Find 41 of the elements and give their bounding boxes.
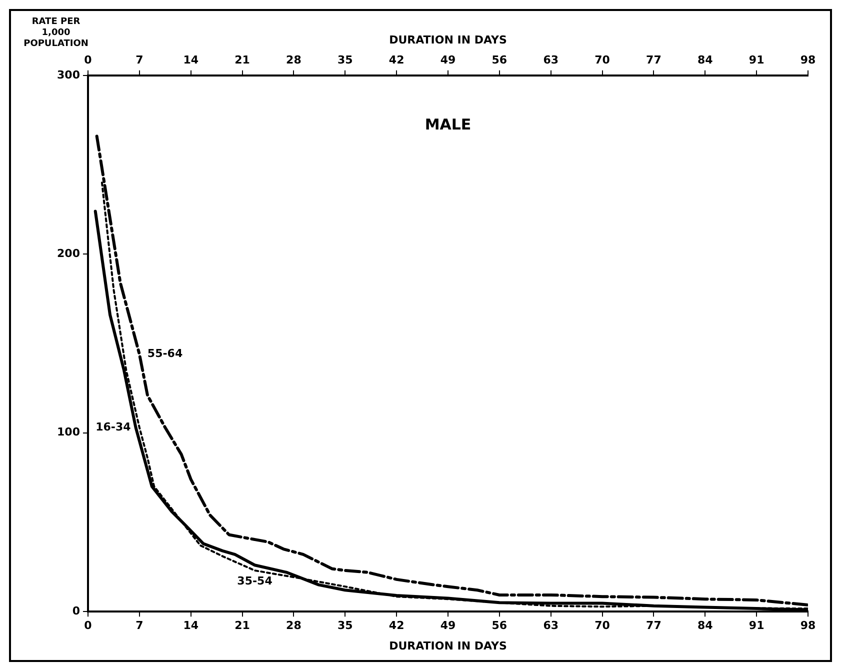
x-tick-label: 49 bbox=[440, 619, 456, 632]
y-axis-title: RATE PER 1,000 POPULATION bbox=[24, 16, 88, 49]
series-label: 16-34 bbox=[96, 420, 132, 434]
x2-tick-label: 70 bbox=[594, 54, 610, 67]
x2-axis-title: DURATION IN DAYS bbox=[389, 33, 507, 46]
x2-tick-label: 42 bbox=[388, 54, 404, 67]
x-tick-label: 70 bbox=[594, 619, 610, 632]
text: MALE bbox=[424, 115, 472, 134]
x2-tick-label: 35 bbox=[337, 54, 353, 67]
series-label: 55-64 bbox=[147, 347, 183, 360]
x2-tick-label: 28 bbox=[286, 54, 302, 67]
x2-tick-label: 14 bbox=[183, 54, 199, 67]
y-tick-label: 100 bbox=[57, 426, 80, 439]
x2-tick-label: 98 bbox=[800, 54, 816, 67]
x2-tick-label: 63 bbox=[543, 54, 559, 67]
y-tick-label: 200 bbox=[57, 246, 80, 260]
x-tick-label: 42 bbox=[388, 619, 404, 632]
x2-tick-label: 84 bbox=[697, 54, 714, 67]
x-tick-label: 21 bbox=[234, 619, 250, 632]
x-tick-label: 0 bbox=[84, 619, 92, 632]
y-tick-label: 0 bbox=[72, 604, 80, 618]
x2-tick-label: 0 bbox=[84, 54, 92, 67]
x2-tick-label: 77 bbox=[646, 54, 662, 67]
x2-tick-label: 91 bbox=[748, 54, 764, 67]
x-tick-label: 98 bbox=[800, 619, 816, 632]
x-axis-title: DURATION IN DAYS bbox=[389, 639, 507, 652]
x-tick-label: 56 bbox=[492, 619, 508, 632]
x2-tick-label: 7 bbox=[136, 54, 144, 67]
x-tick-label: 28 bbox=[286, 619, 302, 632]
x-tick-label: 77 bbox=[646, 619, 662, 632]
y-tick-label: 300 bbox=[57, 68, 80, 82]
x-tick-label: 35 bbox=[337, 619, 353, 632]
x2-tick-label: 56 bbox=[492, 54, 508, 67]
x-tick-label: 14 bbox=[183, 619, 199, 632]
x2-tick-label: 21 bbox=[234, 54, 250, 67]
x-tick-label: 91 bbox=[748, 619, 764, 632]
series-label: 35-54 bbox=[237, 574, 273, 588]
x2-tick-label: 49 bbox=[440, 54, 456, 67]
x-tick-label: 7 bbox=[136, 619, 144, 632]
x-tick-label: 84 bbox=[697, 619, 714, 632]
x-tick-label: 63 bbox=[543, 619, 559, 632]
